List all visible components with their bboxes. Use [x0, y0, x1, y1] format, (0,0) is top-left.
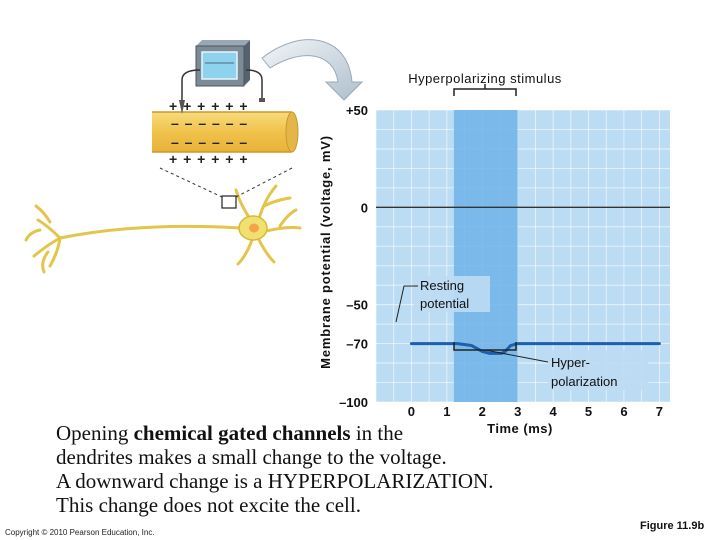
stimulus-band	[453, 110, 518, 402]
neuron-nucleus	[249, 223, 259, 233]
resting-potential-callout: Resting potential	[395, 276, 490, 323]
caption-text: Opening chemical gated channels in the d…	[56, 421, 616, 517]
zoom-lines	[159, 167, 293, 198]
membrane-zoom: + + + + + + – – – – – – – – – – – – + + …	[152, 98, 299, 167]
hyper-label-line1: Hyper-	[551, 355, 590, 370]
membrane-segment	[152, 112, 292, 152]
voltmeter-top-face	[196, 40, 250, 46]
y-tick-label: –50	[346, 298, 368, 313]
membrane-end-cap	[285, 111, 299, 153]
copyright-notice: Copyright © 2010 Pearson Education, Inc.	[5, 528, 155, 537]
y-axis-label: Membrane potential (voltage, mV)	[318, 135, 333, 369]
y-tick-label: –100	[339, 395, 368, 410]
y-tick-label: –70	[346, 337, 368, 352]
voltmeter-screen	[201, 51, 238, 80]
hyperpolarization-callout: Hyper- polarization	[453, 342, 648, 390]
electrode-wire-right	[245, 69, 263, 100]
caption-line-1-post: in the	[350, 421, 404, 445]
plot-area: +50 0 –50 –70 –100 0 1 2 3 4 5 6 7	[339, 103, 670, 419]
membrane-charges-inner-bottom: – – – – – –	[171, 134, 248, 150]
caption-emphasis: chemical gated channels	[133, 421, 351, 445]
membrane-charges-bottom: + + + + + +	[169, 151, 249, 167]
caption-line-1: Opening chemical gated channels in the	[56, 421, 616, 445]
hyper-label-bg	[548, 350, 648, 390]
x-tick-labels: 0 1 2 3 4 5 6 7	[408, 404, 663, 419]
x-tick-label: 2	[479, 404, 486, 419]
stimulus-bracket	[453, 84, 517, 96]
caption-line-1-pre: Opening	[56, 421, 134, 445]
x-tick-label: 7	[656, 404, 663, 419]
x-tick-label: 4	[549, 404, 557, 419]
x-tick-label: 6	[620, 404, 627, 419]
voltmeter	[179, 40, 265, 114]
electrode-tip-left	[179, 100, 185, 114]
x-tick-label: 5	[585, 404, 592, 419]
resting-label-line2: potential	[420, 296, 469, 311]
recording-site-box	[221, 195, 237, 209]
resting-leader-line	[395, 285, 418, 323]
x-tick-label: 0	[408, 404, 415, 419]
neuron-dendrites-left	[24, 204, 242, 274]
electrode-wire-left	[181, 69, 201, 100]
hyper-label-line2: polarization	[551, 374, 618, 389]
membrane-charges-inner-top: – – – – – –	[171, 115, 248, 131]
resting-label-bg	[414, 276, 490, 312]
figure-number: Figure 11.9b	[640, 520, 705, 532]
y-tick-label: +50	[346, 103, 368, 118]
neuron-illustration	[24, 167, 302, 274]
caption-line-3: A downward change is a HYPERPOLARIZATION…	[56, 469, 494, 493]
caption-line-4: This change does not excite the cell.	[56, 493, 361, 517]
y-tick-label: 0	[361, 200, 368, 215]
voltmeter-side-face	[244, 40, 250, 86]
electrode-bath-right	[259, 98, 265, 102]
x-tick-label: 1	[443, 404, 450, 419]
membrane-charges-top: + + + + + +	[169, 98, 249, 114]
membrane-potential-trace	[409, 342, 661, 355]
x-axis-label: Time (ms)	[487, 421, 553, 436]
resting-label-line1: Resting	[420, 278, 464, 293]
x-tick-label: 3	[514, 404, 521, 419]
y-tick-labels: +50 0 –50 –70 –100	[339, 103, 368, 410]
stimulus-label: Hyperpolarizing stimulus	[408, 71, 562, 86]
curved-arrow-icon	[261, 39, 364, 101]
caption-line-2: dendrites makes a small change to the vo…	[56, 445, 447, 469]
hyperpolarization-leader	[484, 349, 549, 363]
